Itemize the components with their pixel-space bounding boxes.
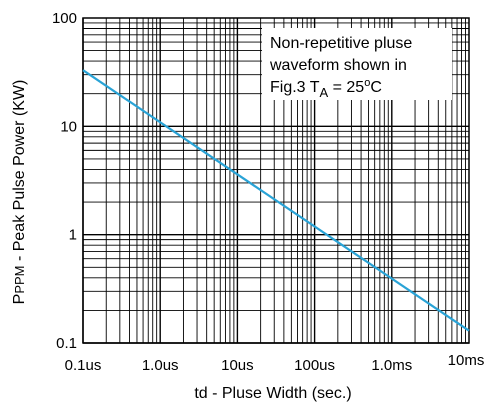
annotation-line-3: Fig.3 TA = 25oC bbox=[270, 77, 382, 100]
x-tick-labels: 0.1us 1.0us 10us 100us 1.0ms 10ms bbox=[65, 352, 485, 374]
y-tick-label: 100 bbox=[52, 10, 77, 27]
x-tick-label: 0.1us bbox=[65, 357, 102, 374]
x-tick-label: 1.0us bbox=[142, 357, 179, 374]
plot-frame bbox=[82, 17, 470, 344]
y-tick-label: 0.1 bbox=[56, 335, 77, 352]
x-tick-label: 1.0ms bbox=[371, 357, 412, 374]
x-tick-label: 10us bbox=[221, 357, 254, 374]
x-tick-label: 10ms bbox=[448, 352, 485, 369]
y-tick-label: 1 bbox=[69, 227, 77, 244]
series-layer bbox=[82, 69, 470, 332]
series-line bbox=[82, 69, 470, 332]
annotation-line-2: waveform shown in bbox=[269, 57, 407, 74]
minor-grid bbox=[83, 18, 469, 343]
annotation-line-1: Non-repetitive pluse bbox=[270, 35, 412, 52]
x-tick-label: 100us bbox=[294, 357, 335, 374]
y-tick-labels: 0.1 1 10 100 bbox=[52, 10, 77, 352]
annotation-box: Non-repetitive pluse waveform shown in F… bbox=[262, 28, 452, 100]
y-tick-label: 10 bbox=[60, 118, 77, 135]
y-axis-title: PPPM - Peak Pulse Power (KW) bbox=[11, 80, 28, 305]
x-axis-title: td - Pluse Width (sec.) bbox=[194, 385, 351, 402]
